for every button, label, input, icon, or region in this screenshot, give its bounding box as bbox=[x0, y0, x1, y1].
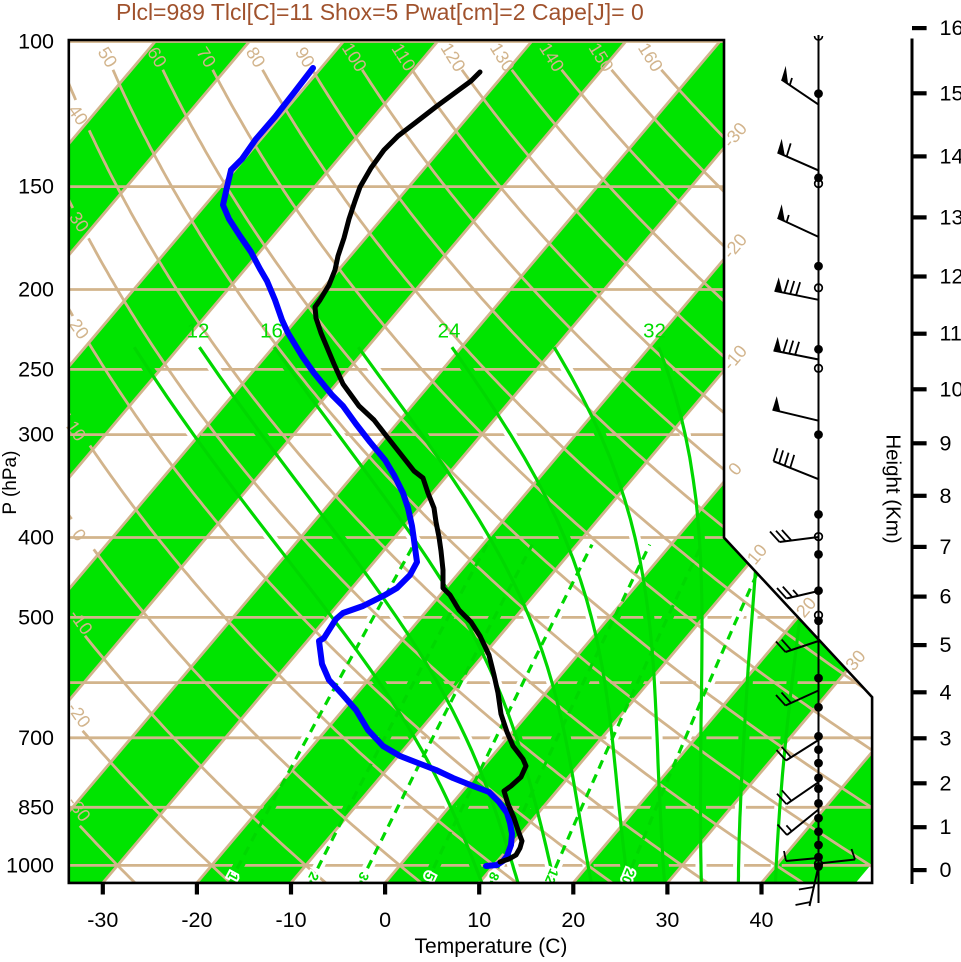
svg-text:13: 13 bbox=[940, 205, 961, 229]
svg-text:32: 32 bbox=[643, 320, 666, 343]
svg-text:700: 700 bbox=[18, 726, 54, 750]
svg-text:8: 8 bbox=[940, 484, 952, 508]
svg-text:5: 5 bbox=[940, 633, 952, 657]
svg-text:1000: 1000 bbox=[6, 853, 54, 877]
svg-text:P (hPa): P (hPa) bbox=[0, 451, 21, 515]
svg-text:150: 150 bbox=[18, 175, 54, 199]
svg-text:400: 400 bbox=[18, 526, 54, 550]
svg-text:-10: -10 bbox=[275, 908, 306, 932]
svg-text:1: 1 bbox=[940, 815, 952, 839]
svg-text:14: 14 bbox=[940, 144, 961, 168]
svg-text:7: 7 bbox=[940, 535, 952, 559]
svg-text:200: 200 bbox=[18, 278, 54, 302]
svg-text:12: 12 bbox=[187, 320, 210, 343]
svg-text:250: 250 bbox=[18, 357, 54, 381]
svg-text:300: 300 bbox=[18, 423, 54, 447]
svg-text:0: 0 bbox=[379, 908, 391, 932]
svg-text:16: 16 bbox=[940, 16, 961, 40]
svg-text:6: 6 bbox=[940, 585, 952, 609]
svg-text:15: 15 bbox=[940, 81, 961, 105]
svg-text:3: 3 bbox=[940, 726, 952, 750]
svg-text:20: 20 bbox=[561, 908, 585, 932]
svg-text:500: 500 bbox=[18, 605, 54, 629]
svg-text:0: 0 bbox=[940, 858, 952, 882]
svg-text:-20: -20 bbox=[181, 908, 212, 932]
svg-text:16: 16 bbox=[260, 320, 283, 343]
svg-text:40: 40 bbox=[750, 908, 774, 932]
svg-text:Height (Km): Height (Km) bbox=[882, 434, 905, 543]
svg-text:10: 10 bbox=[467, 908, 491, 932]
svg-text:Plcl=989 Tlcl[C]=11 Shox=5 Pwa: Plcl=989 Tlcl[C]=11 Shox=5 Pwat[cm]=2 Ca… bbox=[116, 0, 644, 25]
svg-text:100: 100 bbox=[18, 30, 54, 54]
svg-text:Temperature (C): Temperature (C) bbox=[415, 935, 568, 957]
svg-text:12: 12 bbox=[940, 265, 961, 289]
svg-text:9: 9 bbox=[940, 431, 952, 455]
svg-text:2: 2 bbox=[940, 771, 952, 795]
svg-text:24: 24 bbox=[438, 320, 461, 343]
svg-text:4: 4 bbox=[940, 680, 952, 704]
svg-text:-30: -30 bbox=[87, 908, 118, 932]
svg-text:850: 850 bbox=[18, 795, 54, 819]
svg-text:10: 10 bbox=[940, 377, 961, 401]
svg-text:11: 11 bbox=[940, 322, 961, 346]
svg-text:30: 30 bbox=[655, 908, 679, 932]
